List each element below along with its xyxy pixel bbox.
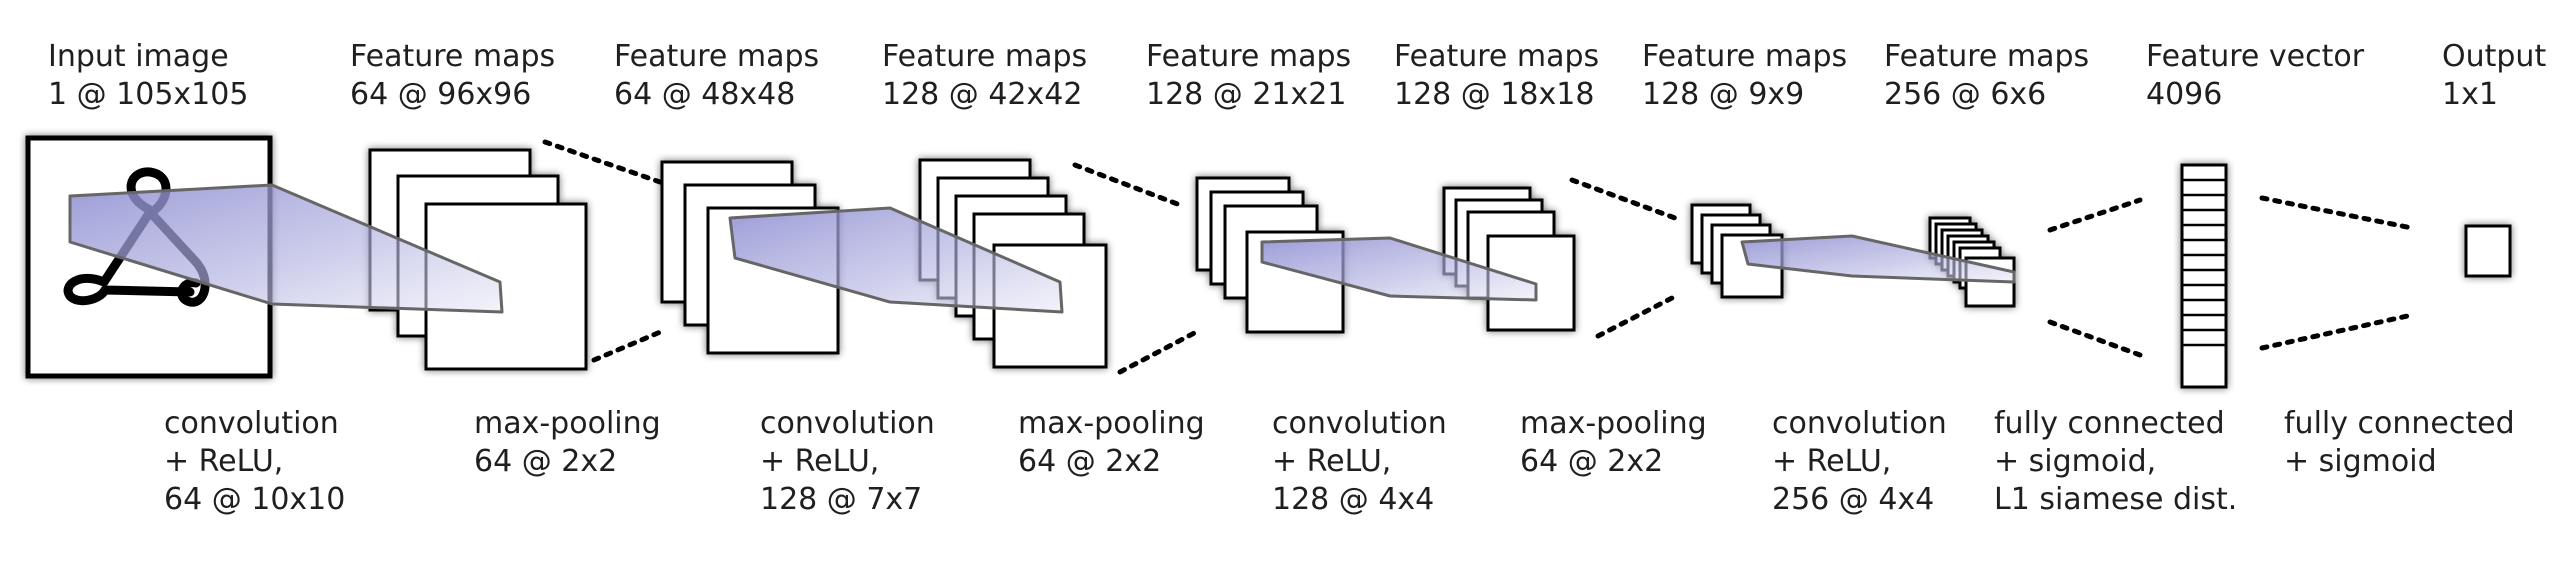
label-line: + ReLU, xyxy=(760,444,880,479)
bottom-label-convolution-1: convolution + ReLU, 64 @ 10x10 xyxy=(164,405,345,519)
label-line: 64 @ 10x10 xyxy=(164,482,346,517)
top-label-feature-maps-7: Feature maps 256 @ 6x6 xyxy=(1884,38,2089,114)
bottom-label-convolution-4: convolution + ReLU, 256 @ 4x4 xyxy=(1772,405,1947,519)
label-title: Feature maps xyxy=(350,39,556,74)
label-title: Input image xyxy=(48,39,229,74)
label-value: 4096 xyxy=(2146,77,2223,112)
label-value: 128 @ 18x18 xyxy=(1394,77,1595,112)
receptive-field-wedge-3 xyxy=(1260,236,1538,302)
label-line: 64 @ 2x2 xyxy=(1018,444,1162,479)
label-line: 64 @ 2x2 xyxy=(1520,444,1664,479)
label-line: 128 @ 7x7 xyxy=(760,482,923,517)
feature-maps-stack-5 xyxy=(1442,186,1576,332)
top-label-feature-maps-4: Feature maps 128 @ 21x21 xyxy=(1146,38,1351,114)
label-title: Feature vector xyxy=(2146,39,2365,74)
label-line: max-pooling xyxy=(474,406,661,441)
label-value: 256 @ 6x6 xyxy=(1884,77,2047,112)
label-title: Output xyxy=(2442,39,2547,74)
label-value: 1x1 xyxy=(2442,77,2498,112)
label-title: Feature maps xyxy=(1146,39,1352,74)
label-value: 128 @ 42x42 xyxy=(882,77,1083,112)
output-node xyxy=(2464,224,2512,278)
label-title: Feature maps xyxy=(1394,39,1600,74)
bottom-label-max-pooling-1: max-pooling 64 @ 2x2 xyxy=(474,405,661,481)
bottom-label-max-pooling-2: max-pooling 64 @ 2x2 xyxy=(1018,405,1205,481)
label-line: convolution xyxy=(760,406,935,441)
label-line: L1 siamese dist. xyxy=(1994,482,2238,517)
label-line: fully connected xyxy=(2284,406,2515,441)
label-line: 64 @ 2x2 xyxy=(474,444,618,479)
label-title: Feature maps xyxy=(1642,39,1848,74)
bottom-label-convolution-3: convolution + ReLU, 128 @ 4x4 xyxy=(1272,405,1447,519)
top-label-feature-maps-1: Feature maps 64 @ 96x96 xyxy=(350,38,555,114)
bottom-label-fully-connected-1: fully connected + sigmoid, L1 siamese dist… xyxy=(1994,405,2237,519)
bottom-label-convolution-2: convolution + ReLU, 128 @ 7x7 xyxy=(760,405,935,519)
top-label-feature-maps-5: Feature maps 128 @ 18x18 xyxy=(1394,38,1599,114)
top-label-feature-maps-2: Feature maps 64 @ 48x48 xyxy=(614,38,819,114)
label-line: + sigmoid, xyxy=(1994,444,2157,479)
label-line: + ReLU, xyxy=(164,444,284,479)
label-value: 1 @ 105x105 xyxy=(48,77,249,112)
label-value: 64 @ 96x96 xyxy=(350,77,532,112)
label-line: convolution xyxy=(1272,406,1447,441)
label-line: max-pooling xyxy=(1018,406,1205,441)
label-value: 64 @ 48x48 xyxy=(614,77,796,112)
label-line: + ReLU, xyxy=(1272,444,1392,479)
top-label-feature-maps-3: Feature maps 128 @ 42x42 xyxy=(882,38,1087,114)
label-title: Feature maps xyxy=(614,39,820,74)
receptive-field-wedges xyxy=(68,183,2016,314)
receptive-field-wedge-2 xyxy=(728,206,1064,314)
label-value: 128 @ 21x21 xyxy=(1146,77,1347,112)
bottom-label-fully-connected-2: fully connected + sigmoid xyxy=(2284,405,2515,481)
label-title: Feature maps xyxy=(882,39,1088,74)
label-line: convolution xyxy=(164,406,339,441)
label-line: + sigmoid xyxy=(2284,444,2437,479)
label-line: convolution xyxy=(1772,406,1947,441)
label-line: 128 @ 4x4 xyxy=(1272,482,1435,517)
label-title: Feature maps xyxy=(1884,39,2090,74)
projection-lines xyxy=(542,139,2415,375)
top-label-feature-vector: Feature vector 4096 xyxy=(2146,38,2364,114)
label-line: 256 @ 4x4 xyxy=(1772,482,1935,517)
top-label-output: Output 1x1 xyxy=(2442,38,2546,114)
receptive-field-wedge-1 xyxy=(68,183,504,314)
receptive-field-wedge-4 xyxy=(1740,234,2016,284)
bottom-label-max-pooling-3: max-pooling 64 @ 2x2 xyxy=(1520,405,1707,481)
feature-vector-column xyxy=(2180,163,2228,389)
label-line: + ReLU, xyxy=(1772,444,1892,479)
top-label-feature-maps-6: Feature maps 128 @ 9x9 xyxy=(1642,38,1847,114)
top-label-input-image: Input image 1 @ 105x105 xyxy=(48,38,248,114)
label-line: max-pooling xyxy=(1520,406,1707,441)
label-line: fully connected xyxy=(1994,406,2225,441)
feature-maps-stack-6 xyxy=(1690,203,1784,299)
label-value: 128 @ 9x9 xyxy=(1642,77,1805,112)
